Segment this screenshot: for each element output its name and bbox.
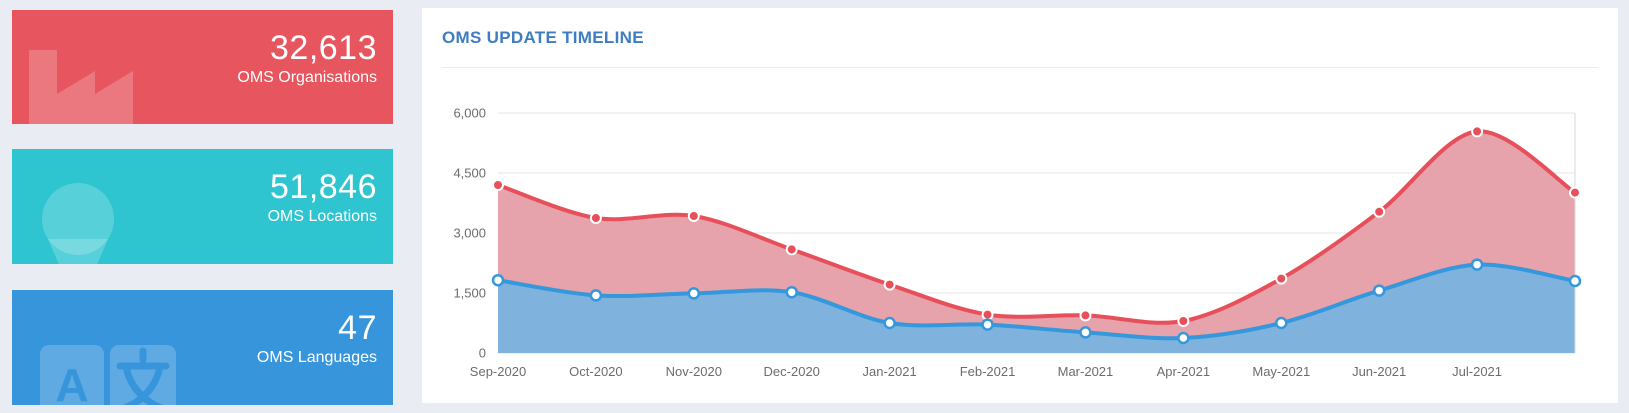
data-point[interactable]	[1177, 315, 1190, 327]
organisations-count: 32,613	[270, 29, 377, 67]
stat-card-locations[interactable]: 51,846 OMS Locations	[12, 149, 393, 264]
stat-card-languages[interactable]: A 47 OMS Languages	[12, 290, 393, 405]
data-point[interactable]	[1079, 309, 1092, 322]
oms-update-timeline-panel: OMS UPDATE TIMELINE 0 1,500 3,000 4,500 6,00…	[422, 8, 1618, 403]
factory-icon	[29, 50, 139, 124]
data-point[interactable]	[883, 278, 896, 291]
locations-label: OMS Locations	[267, 207, 377, 225]
data-point[interactable]	[1569, 186, 1581, 199]
languages-label: OMS Languages	[256, 348, 377, 366]
series-red-points[interactable]	[492, 125, 1581, 327]
locations-count: 51,846	[270, 168, 377, 206]
panel-header: OMS UPDATE TIMELINE	[442, 8, 1598, 68]
data-point[interactable]	[687, 210, 700, 222]
stat-card-organisations[interactable]: 32,613 OMS Organisations	[12, 10, 393, 124]
data-point[interactable]	[589, 212, 602, 224]
data-point[interactable]	[589, 289, 603, 302]
data-point[interactable]	[1568, 274, 1582, 288]
data-point[interactable]	[1079, 326, 1092, 339]
languages-count: 47	[338, 309, 377, 347]
svg-text:Jul-2021: Jul-2021	[1452, 364, 1502, 379]
data-point[interactable]	[1275, 316, 1288, 330]
svg-text:Oct-2020: Oct-2020	[569, 364, 622, 379]
svg-text:A: A	[55, 359, 88, 405]
svg-text:4,500: 4,500	[453, 166, 486, 181]
svg-text:1,500: 1,500	[453, 286, 486, 301]
svg-text:Mar-2021: Mar-2021	[1058, 364, 1114, 379]
data-point[interactable]	[981, 308, 994, 321]
data-point[interactable]	[1471, 125, 1484, 138]
svg-text:0: 0	[479, 346, 486, 361]
panel-title: OMS UPDATE TIMELINE	[442, 27, 644, 47]
series-blue-points[interactable]	[491, 258, 1582, 345]
organisations-label: OMS Organisations	[237, 68, 377, 86]
svg-text:Feb-2021: Feb-2021	[960, 364, 1016, 379]
data-point[interactable]	[1275, 272, 1288, 285]
series-red-line	[496, 129, 1577, 325]
svg-text:Jan-2021: Jan-2021	[863, 364, 917, 379]
data-point[interactable]	[492, 179, 504, 191]
data-point[interactable]	[785, 285, 798, 299]
svg-text:Dec-2020: Dec-2020	[764, 364, 820, 379]
data-point[interactable]	[1177, 331, 1190, 345]
svg-text:Sep-2020: Sep-2020	[470, 364, 526, 379]
svg-text:Nov-2020: Nov-2020	[666, 364, 722, 379]
svg-text:Jun-2021: Jun-2021	[1352, 364, 1406, 379]
svg-text:Apr-2021: Apr-2021	[1157, 364, 1210, 379]
data-point[interactable]	[687, 287, 701, 300]
svg-text:3,000: 3,000	[453, 226, 486, 241]
series-blue-area	[498, 264, 1575, 353]
svg-text:May-2021: May-2021	[1252, 364, 1310, 379]
map-marker-icon	[22, 183, 134, 264]
data-point[interactable]	[785, 243, 798, 256]
data-point[interactable]	[1470, 258, 1484, 271]
translate-icon: A	[40, 345, 180, 405]
oms-update-timeline-chart[interactable]: 0 1,500 3,000 4,500 6,000 Sep-2020 Oct-2020 Nov…	[422, 68, 1618, 404]
y-axis-labels: 0 1,500 3,000 4,500 6,000	[453, 106, 486, 361]
data-point[interactable]	[981, 318, 994, 331]
x-axis-labels: Sep-2020 Oct-2020 Nov-2020 Dec-2020 Jan-2021…	[470, 364, 1502, 379]
data-point[interactable]	[883, 316, 896, 330]
svg-text:6,000: 6,000	[453, 106, 486, 121]
data-point[interactable]	[1372, 284, 1386, 297]
data-point[interactable]	[1373, 205, 1386, 218]
data-point[interactable]	[491, 273, 505, 287]
